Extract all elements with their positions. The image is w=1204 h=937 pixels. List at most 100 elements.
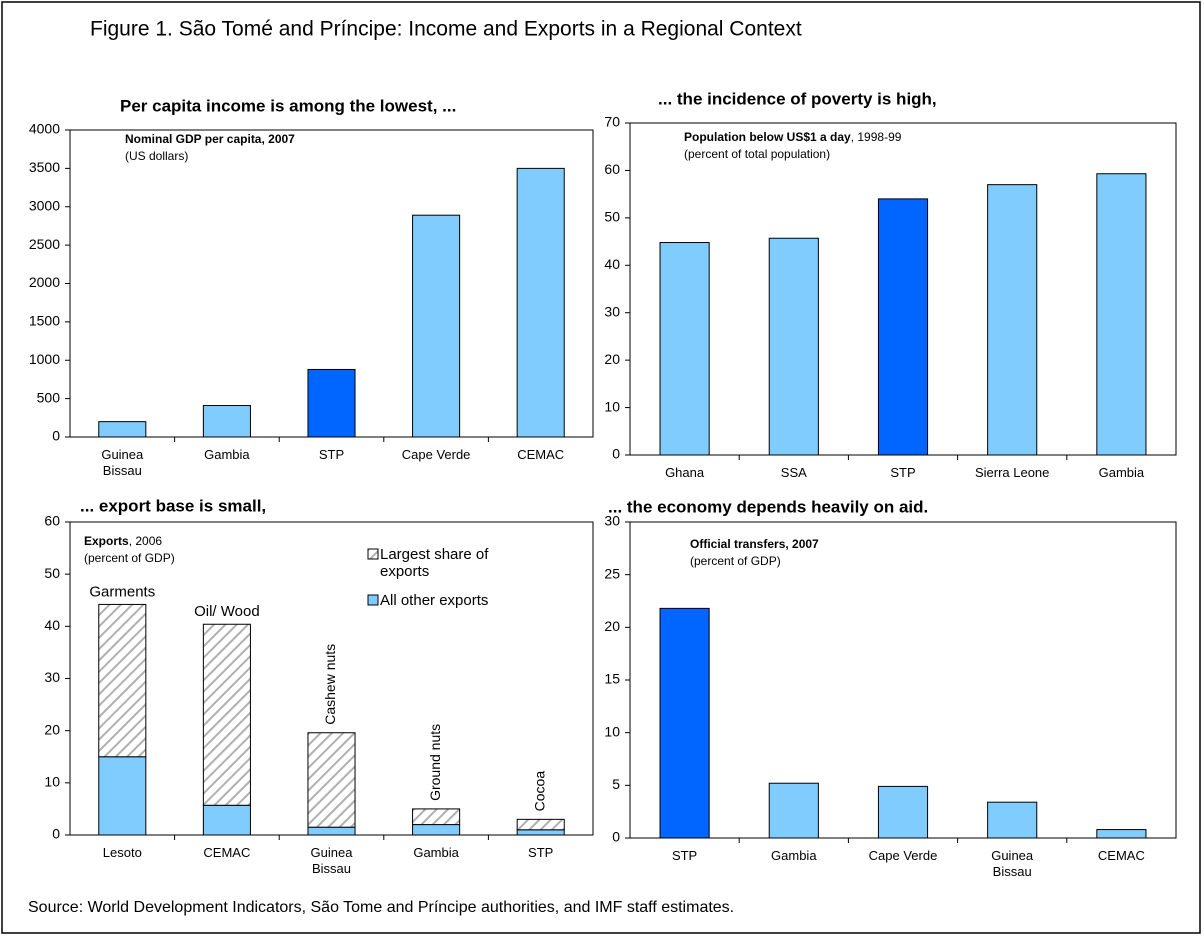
bar-segment bbox=[202, 623, 251, 806]
y-tick-label: 20 bbox=[604, 351, 620, 367]
legend-label: Largest share of exports bbox=[380, 546, 489, 580]
bar bbox=[877, 785, 929, 839]
plot-frame bbox=[629, 521, 1177, 839]
y-tick-label: 2500 bbox=[29, 236, 60, 252]
bar-label: Oil/ Wood bbox=[194, 603, 260, 620]
x-tick-label: Guinea Bissau bbox=[101, 447, 144, 478]
bar-label: Cocoa bbox=[531, 771, 547, 812]
y-tick-label: 40 bbox=[604, 256, 620, 272]
x-tick-label: STP bbox=[528, 845, 554, 860]
bar bbox=[987, 184, 1038, 456]
bar-segment bbox=[412, 824, 461, 836]
unit-label: (percent of total population) bbox=[684, 147, 830, 161]
y-tick-label: 2000 bbox=[29, 274, 60, 290]
x-tick-label: Guinea Bissau bbox=[991, 848, 1034, 879]
bar-label: Ground nuts bbox=[427, 724, 443, 801]
y-tick-label: 50 bbox=[604, 209, 620, 225]
y-tick-label: 50 bbox=[44, 565, 60, 581]
y-tick-label: 30 bbox=[44, 669, 60, 685]
panel-subtitle: Official transfers, 2007 bbox=[690, 537, 819, 551]
legend-swatch bbox=[367, 594, 379, 606]
x-tick-label: Gambia bbox=[771, 848, 817, 863]
subtitle-suffix: , 1998-99 bbox=[851, 130, 902, 144]
subtitle-main: Population below US$1 a day bbox=[684, 130, 851, 144]
bar-label: Cashew nuts bbox=[322, 644, 338, 725]
y-tick-label: 40 bbox=[44, 617, 60, 633]
legend-swatch bbox=[367, 548, 379, 560]
bar bbox=[516, 167, 565, 438]
plot-frame bbox=[629, 122, 1177, 456]
x-tick-label: STP bbox=[671, 848, 698, 863]
x-tick-label: Cape Verde bbox=[868, 848, 938, 863]
bar bbox=[202, 405, 251, 438]
x-tick-label: SSA bbox=[780, 465, 807, 480]
y-tick-label: 10 bbox=[604, 723, 620, 739]
y-tick-label: 15 bbox=[604, 671, 620, 687]
subtitle-suffix: , 2006 bbox=[129, 534, 163, 548]
bar-segment bbox=[516, 829, 565, 836]
y-tick-label: 30 bbox=[604, 303, 620, 319]
y-tick-label: 0 bbox=[52, 826, 60, 842]
y-tick-label: 10 bbox=[44, 774, 60, 790]
y-tick-label: 70 bbox=[604, 114, 620, 130]
panel-title: ... the economy depends heavily on aid. bbox=[608, 497, 928, 516]
bar-segment bbox=[202, 804, 251, 836]
y-tick-label: 30 bbox=[604, 513, 620, 529]
y-tick-label: 5 bbox=[612, 776, 620, 792]
bar bbox=[1096, 829, 1147, 839]
unit-label: (percent of GDP) bbox=[690, 554, 781, 568]
y-tick-label: 60 bbox=[604, 161, 620, 177]
y-tick-label: 1000 bbox=[29, 351, 60, 367]
bar bbox=[412, 214, 461, 438]
source-note: Source: World Development Indicators, Sã… bbox=[28, 899, 734, 916]
unit-label: (US dollars) bbox=[125, 149, 188, 163]
panel-subtitle: Population below US$1 a day, 1998-99 bbox=[684, 130, 902, 144]
y-tick-label: 1500 bbox=[29, 313, 60, 329]
panel-title: Per capita income is among the lowest, .… bbox=[120, 96, 456, 115]
bar-label: Garments bbox=[89, 583, 155, 600]
panel-subtitle: Nominal GDP per capita, 2007 bbox=[125, 132, 295, 146]
bar-segment bbox=[307, 826, 356, 836]
x-tick-label: Gambia bbox=[1098, 465, 1145, 480]
bar bbox=[98, 421, 147, 438]
y-tick-label: 4000 bbox=[29, 121, 60, 137]
x-tick-label: CEMAC bbox=[203, 845, 251, 860]
plot-frame bbox=[69, 129, 594, 438]
subtitle-main: Nominal GDP per capita, 2007 bbox=[125, 132, 295, 146]
panel-title: ... export base is small, bbox=[80, 496, 266, 515]
y-tick-label: 500 bbox=[37, 389, 61, 405]
x-tick-label: Sierra Leone bbox=[974, 465, 1050, 480]
y-tick-label: 20 bbox=[604, 618, 620, 634]
x-tick-label: CEMAC bbox=[517, 447, 565, 462]
bar bbox=[768, 237, 819, 456]
plot-frame bbox=[69, 521, 594, 836]
bar bbox=[659, 242, 710, 456]
bar bbox=[768, 782, 819, 839]
x-tick-label: Gambia bbox=[204, 447, 250, 462]
figure-title: Figure 1. São Tomé and Príncipe: Income … bbox=[90, 18, 802, 41]
y-tick-label: 0 bbox=[612, 446, 620, 462]
panel-title: ... the incidence of poverty is high, bbox=[658, 89, 937, 108]
bar-segment bbox=[98, 756, 147, 836]
x-tick-label: Guinea Bissau bbox=[310, 845, 353, 876]
y-tick-label: 60 bbox=[44, 513, 60, 529]
y-tick-label: 3500 bbox=[29, 159, 60, 175]
bar bbox=[987, 801, 1038, 839]
bar bbox=[659, 607, 710, 839]
y-tick-label: 3000 bbox=[29, 197, 60, 213]
y-tick-label: 0 bbox=[612, 829, 620, 845]
subtitle-main: Exports bbox=[84, 534, 129, 548]
bar bbox=[307, 368, 356, 438]
bar-segment bbox=[412, 808, 461, 826]
bar bbox=[877, 198, 929, 456]
subtitle-main: Official transfers, 2007 bbox=[690, 537, 819, 551]
x-tick-label: Gambia bbox=[413, 845, 459, 860]
y-tick-label: 0 bbox=[52, 428, 60, 444]
legend-label: All other exports bbox=[380, 592, 489, 609]
y-tick-label: 10 bbox=[604, 398, 620, 414]
bar-segment bbox=[516, 818, 565, 831]
bar bbox=[1096, 173, 1147, 456]
